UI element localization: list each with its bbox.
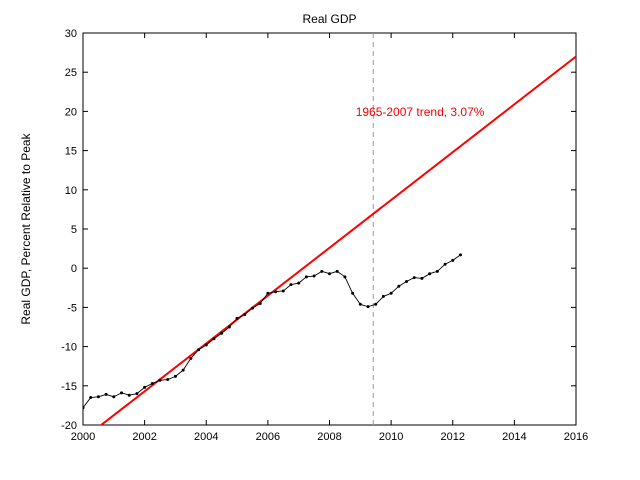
trend-line-group	[99, 55, 576, 425]
gdp-line-marker	[266, 291, 270, 295]
gdp-line-marker	[289, 283, 293, 287]
x-tick-label: 2000	[71, 431, 95, 443]
gdp-line-marker	[166, 378, 170, 382]
gdp-line-marker	[212, 337, 216, 341]
gdp-line-marker	[320, 269, 324, 273]
gdp-line-marker	[104, 392, 108, 396]
gdp-line-marker	[235, 316, 239, 320]
gdp-line-marker	[412, 276, 416, 280]
gdp-line-marker	[197, 348, 201, 352]
gdp-line-marker	[443, 262, 447, 266]
gdp-line-marker	[274, 290, 278, 294]
gdp-line-marker	[374, 302, 378, 306]
gdp-line-marker	[343, 275, 347, 279]
gdp-line-marker	[328, 272, 331, 276]
gdp-line-marker	[281, 289, 285, 293]
gdp-line-marker	[181, 368, 185, 372]
y-tick-label: 25	[65, 67, 77, 79]
gdp-line-marker	[173, 374, 177, 378]
gdp-line-marker	[150, 381, 154, 385]
gdp-line-marker	[220, 331, 224, 335]
gdp-line-marker	[135, 392, 139, 396]
y-tick-label: 30	[65, 28, 77, 40]
gdp-line-marker	[112, 395, 116, 399]
y-tick-label: -20	[61, 420, 77, 432]
x-tick-label: 2006	[256, 431, 280, 443]
gdp-line-marker	[397, 284, 401, 288]
y-tick-label: 20	[65, 106, 77, 118]
gdp-line-marker	[335, 269, 339, 273]
gdp-line-marker	[204, 343, 208, 347]
y-tick-label: 0	[71, 263, 77, 275]
gdp-line-marker	[389, 291, 393, 295]
x-tick-label: 2002	[132, 431, 156, 443]
gdp-line-marker	[258, 301, 262, 305]
gdp-line-group	[83, 253, 462, 410]
y-axis-label: Real GDP, Percent Relative to Peak	[19, 132, 33, 324]
chart-title: Real GDP	[302, 12, 356, 26]
gdp-line	[83, 254, 461, 409]
x-tick-label: 2012	[441, 431, 465, 443]
gdp-line-marker	[428, 272, 432, 276]
gdp-line-marker	[405, 280, 409, 284]
gdp-line-marker	[458, 253, 462, 257]
gdp-line-marker	[127, 393, 131, 397]
gdp-line-marker	[120, 391, 124, 395]
gdp-line-marker	[158, 378, 162, 382]
y-tick-label: -5	[67, 302, 77, 314]
y-tick-labels: -20 -15 -10 -5 0 5 10 15 20 25 30	[61, 28, 77, 432]
gdp-line-marker	[89, 396, 93, 400]
gdp-line-marker	[358, 302, 362, 306]
plot-box	[82, 32, 577, 426]
x-tick-label: 2014	[502, 431, 526, 443]
gdp-line-marker	[143, 385, 147, 389]
gdp-line-marker	[243, 312, 247, 316]
trend-line	[99, 55, 576, 425]
gdp-line-marker	[297, 281, 301, 285]
gdp-line-marker	[250, 306, 254, 310]
gdp-line-marker	[351, 291, 355, 295]
gdp-line-marker	[312, 274, 316, 278]
y-tick-label: 5	[71, 224, 77, 236]
trend-annotation: 1965-2007 trend, 3.07%	[356, 105, 485, 119]
x-tick-labels: 2000 2002 2004 2006 2008 2010 2012 2014 2016	[71, 431, 588, 443]
y-tick-label: 15	[65, 146, 77, 158]
gdp-line-marker	[451, 258, 455, 262]
axis-ticks	[82, 32, 577, 426]
gdp-line-marker	[366, 305, 370, 309]
gdp-line-marker	[96, 395, 100, 399]
gdp-line-marker	[381, 294, 385, 298]
x-tick-label: 2016	[564, 431, 588, 443]
y-tick-label: 10	[65, 185, 77, 197]
x-tick-label: 2004	[194, 431, 218, 443]
y-tick-label: -10	[61, 342, 77, 354]
gdp-line-marker	[435, 269, 439, 273]
gdp-line-marker	[189, 356, 193, 360]
gdp-line-marker	[83, 406, 85, 410]
gdp-line-marker	[420, 276, 424, 280]
x-tick-label: 2008	[317, 431, 341, 443]
y-tick-label: -15	[61, 381, 77, 393]
gdp-line-marker	[304, 275, 308, 279]
x-tick-label: 2010	[379, 431, 403, 443]
gdp-line-marker	[227, 325, 231, 329]
